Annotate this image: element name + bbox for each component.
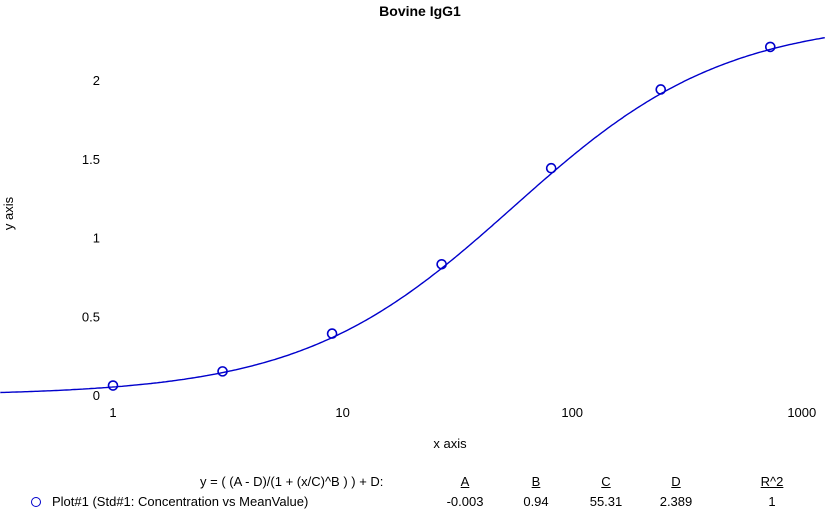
param-header-d: D (671, 474, 681, 489)
y-axis-label: y axis (1, 196, 17, 231)
x-tick-label: 10 (335, 405, 349, 420)
data-point (326, 328, 338, 339)
data-point (436, 258, 447, 270)
y-tick-label: 1.5 (82, 152, 100, 167)
y-tick-label: 2 (93, 73, 100, 88)
param-header-b: B (531, 474, 541, 489)
param-value-c: 55.31 (589, 494, 623, 509)
x-tick-label: 100 (561, 405, 583, 420)
legend-plot-label: Plot#1 (Std#1: Concentration vs MeanValu… (52, 494, 309, 509)
chart-title: Bovine IgG1 (379, 3, 461, 19)
y-tick-label: 1 (93, 231, 100, 246)
y-tick-label: 0.5 (82, 309, 100, 324)
x-tick-label: 1 (109, 405, 116, 420)
data-point (545, 162, 557, 174)
param-header-r2: R^2 (760, 474, 784, 489)
param-header-c: C (601, 474, 611, 489)
data-point (107, 380, 119, 391)
data-point (655, 84, 667, 95)
data-point (764, 41, 776, 53)
fit-curve (0, 37, 825, 394)
data-point (217, 366, 228, 377)
plot-layer: 1 10 100 1000 0 0.5 1 1.5 2 (0, 37, 825, 420)
x-axis-label: x axis (433, 436, 467, 451)
legend-circle-icon (31, 497, 41, 507)
param-value-b: 0.94 (523, 494, 549, 509)
y-tick-label: 0 (93, 388, 100, 403)
param-value-a: -0.003 (446, 494, 484, 509)
x-tick-label: 1000 (787, 405, 816, 420)
param-value-r2: 1 (768, 494, 776, 509)
param-value-d: 2.389 (659, 494, 693, 509)
param-header-a: A (460, 474, 470, 489)
fit-equation: y = ( (A - D)/(1 + (x/C)^B ) ) + D: (200, 474, 384, 489)
